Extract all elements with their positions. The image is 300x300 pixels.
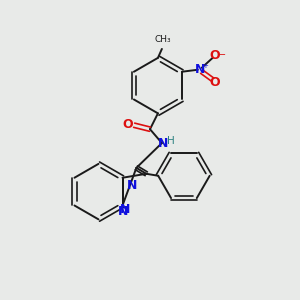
Text: N: N: [127, 179, 138, 192]
Text: H: H: [167, 136, 175, 146]
Text: CH₃: CH₃: [154, 35, 171, 44]
Text: N: N: [158, 136, 168, 150]
Text: O: O: [122, 118, 133, 131]
Text: O: O: [209, 76, 220, 89]
Text: −: −: [218, 50, 226, 60]
Text: N: N: [120, 203, 131, 216]
Text: O: O: [209, 50, 220, 62]
Text: N: N: [118, 205, 129, 218]
Text: N: N: [195, 63, 205, 76]
Text: +: +: [202, 63, 208, 69]
